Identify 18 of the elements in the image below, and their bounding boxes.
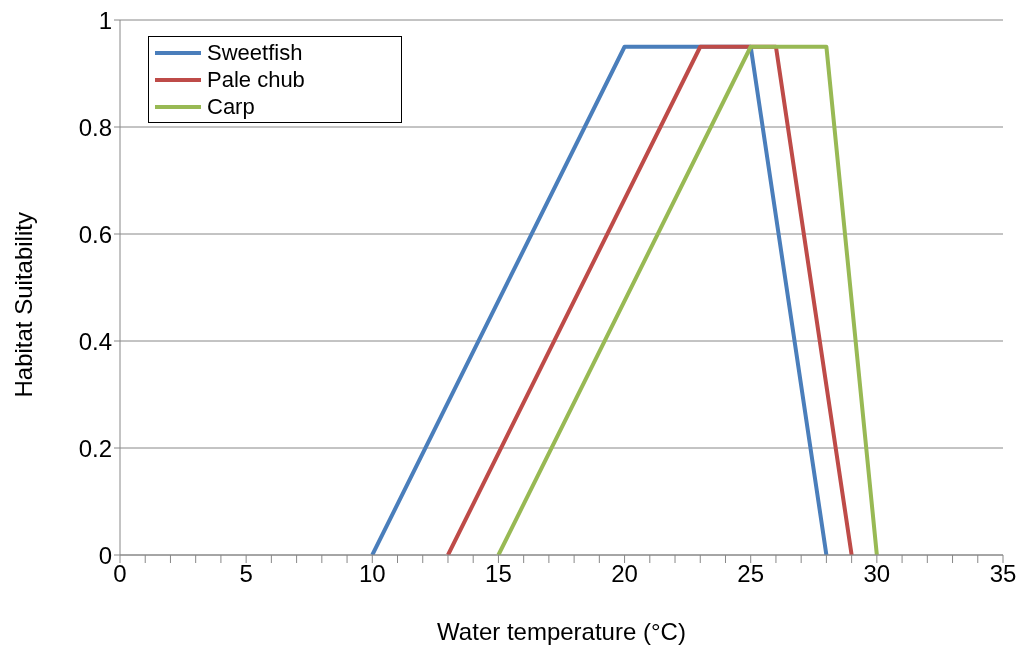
x-tick-label: 30 xyxy=(863,560,891,588)
x-tick-label: 35 xyxy=(989,560,1017,588)
y-tick-label: 1 xyxy=(98,6,112,34)
y-tick-label: 0.4 xyxy=(78,327,112,355)
y-tick-label: 0.8 xyxy=(78,113,112,141)
x-tick-label: 5 xyxy=(239,560,253,588)
legend-label: Carp xyxy=(207,93,255,120)
x-axis-title: Water temperature (°C) xyxy=(437,618,686,645)
legend-label: Pale chub xyxy=(207,66,305,93)
x-tick-label: 20 xyxy=(611,560,638,588)
y-axis-title: Habitat Suitability xyxy=(9,212,37,398)
y-tick-label: 0.6 xyxy=(78,220,112,248)
x-tick-label: 15 xyxy=(485,560,512,588)
legend-label: Sweetfish xyxy=(207,39,303,66)
y-tick-label: 0.2 xyxy=(78,434,112,462)
x-tick-label: 10 xyxy=(358,560,386,588)
x-tick-label: 25 xyxy=(737,560,765,588)
y-tick-label: 0 xyxy=(98,541,112,569)
